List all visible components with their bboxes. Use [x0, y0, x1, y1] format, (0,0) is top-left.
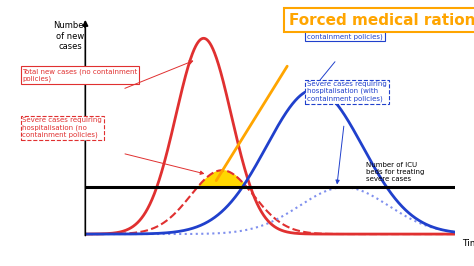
Text: Number of ICU
beds for treating
severe cases: Number of ICU beds for treating severe c…: [366, 162, 425, 182]
Text: Forced medical rationing: Forced medical rationing: [289, 13, 474, 28]
Text: Severe cases requiring
hospitalisation (no
containment policies): Severe cases requiring hospitalisation (…: [22, 117, 102, 138]
Text: Total new cases (no containment
policies): Total new cases (no containment policies…: [22, 68, 138, 82]
Text: Total new cases (with
containment policies): Total new cases (with containment polici…: [307, 26, 383, 40]
Text: Time: Time: [463, 239, 474, 248]
Text: Number
of new
cases: Number of new cases: [54, 21, 88, 51]
Text: Severe cases requiring
hospitalisation (with
containment policies): Severe cases requiring hospitalisation (…: [307, 81, 387, 102]
